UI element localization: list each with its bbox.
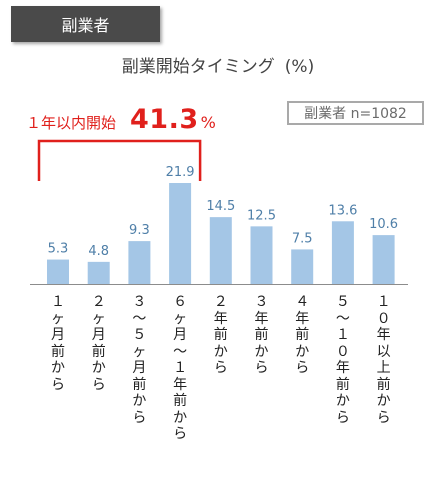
- value-labels-group: 5.3 4.8 9.3 21.9 14.5 12.5 7.5 13.6 10.6: [48, 165, 398, 259]
- bar-1: [47, 259, 69, 284]
- value-label-2: 4.8: [88, 244, 109, 259]
- sample-size-label: 副業者 n=1082: [304, 106, 407, 122]
- value-label-5: 14.5: [206, 199, 235, 214]
- chart-title: 副業開始タイミング (%): [0, 52, 436, 77]
- callout-label: １年以内開始: [26, 114, 117, 132]
- bar-4: [169, 183, 192, 284]
- bar-5: [209, 217, 232, 284]
- callout-unit: %: [200, 113, 216, 132]
- value-label-8: 13.6: [328, 203, 357, 218]
- value-label-7: 7.5: [292, 231, 313, 246]
- chart-unit: (%): [284, 57, 315, 77]
- value-label-9: 10.6: [369, 217, 398, 232]
- bar-8: [331, 221, 354, 284]
- sample-size-box: 副業者 n=1082: [287, 101, 424, 125]
- category-label-8: ５ 〜 １ ０ 年前から: [335, 294, 350, 426]
- bar-7: [291, 249, 314, 284]
- bars-group: [47, 183, 395, 284]
- within-one-year-bracket: [37, 139, 202, 181]
- chart-title-text: 副業開始タイミング: [121, 57, 275, 77]
- category-label-3: ３ 〜 ５ ヶ月前から: [132, 294, 147, 426]
- value-label-3: 9.3: [129, 223, 150, 238]
- segment-tag-label: 副業者: [61, 16, 110, 35]
- value-label-6: 12.5: [247, 208, 276, 223]
- value-label-1: 5.3: [48, 242, 69, 257]
- callout-value: 41.3: [130, 104, 199, 135]
- category-label-4: ６ ヶ月〜 １ 年前から: [173, 294, 188, 442]
- bar-3: [128, 241, 151, 284]
- within-one-year-callout: １年以内開始 41.3%: [26, 104, 216, 135]
- value-label-4: 21.9: [166, 165, 195, 180]
- bar-2: [87, 261, 110, 284]
- bar-6: [250, 226, 273, 284]
- segment-tag: 副業者: [11, 6, 160, 42]
- bar-9: [372, 235, 395, 284]
